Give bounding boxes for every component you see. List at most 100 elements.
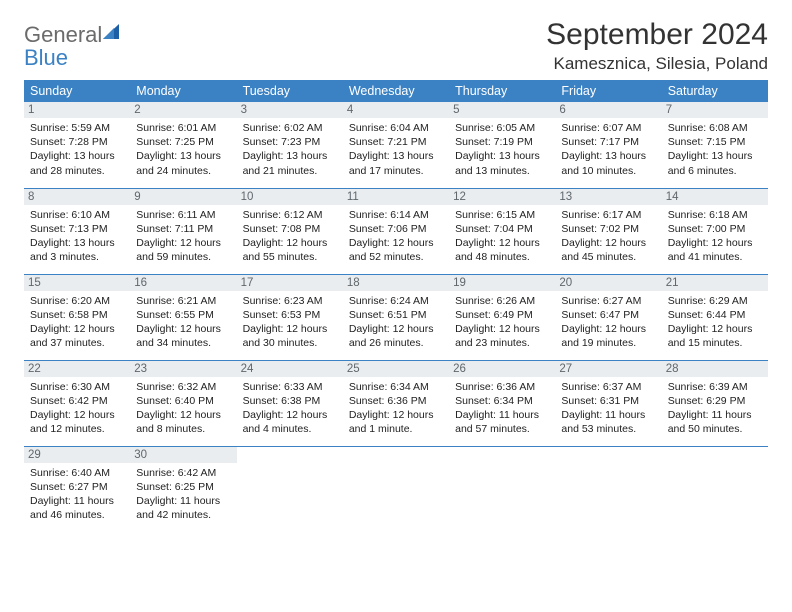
sunrise-line: Sunrise: 6:26 AM bbox=[455, 294, 549, 308]
daylight-line: Daylight: 13 hours and 17 minutes. bbox=[349, 149, 443, 177]
location: Kamesznica, Silesia, Poland bbox=[546, 54, 768, 74]
day-number: 20 bbox=[555, 275, 661, 291]
day-number: 21 bbox=[662, 275, 768, 291]
sunrise-line: Sunrise: 6:20 AM bbox=[30, 294, 124, 308]
sunrise-line: Sunrise: 6:24 AM bbox=[349, 294, 443, 308]
calendar-cell: 29Sunrise: 6:40 AMSunset: 6:27 PMDayligh… bbox=[24, 446, 130, 529]
sunrise-line: Sunrise: 6:07 AM bbox=[561, 121, 655, 135]
sunrise-line: Sunrise: 6:08 AM bbox=[668, 121, 762, 135]
daylight-line: Daylight: 13 hours and 10 minutes. bbox=[561, 149, 655, 177]
sunset-line: Sunset: 6:42 PM bbox=[30, 394, 124, 408]
day-number: 23 bbox=[130, 361, 236, 377]
daylight-line: Daylight: 11 hours and 46 minutes. bbox=[30, 494, 124, 522]
weekday-header: Monday bbox=[130, 80, 236, 102]
sunset-line: Sunset: 6:44 PM bbox=[668, 308, 762, 322]
daylight-line: Daylight: 11 hours and 50 minutes. bbox=[668, 408, 762, 436]
day-number: 28 bbox=[662, 361, 768, 377]
header: General Blue September 2024 Kamesznica, … bbox=[24, 18, 768, 74]
weekday-header: Saturday bbox=[662, 80, 768, 102]
sunrise-line: Sunrise: 6:01 AM bbox=[136, 121, 230, 135]
daylight-line: Daylight: 13 hours and 13 minutes. bbox=[455, 149, 549, 177]
day-number: 12 bbox=[449, 189, 555, 205]
daylight-line: Daylight: 12 hours and 41 minutes. bbox=[668, 236, 762, 264]
sunrise-line: Sunrise: 6:18 AM bbox=[668, 208, 762, 222]
sunrise-line: Sunrise: 6:23 AM bbox=[243, 294, 337, 308]
sunset-line: Sunset: 6:49 PM bbox=[455, 308, 549, 322]
calendar-cell: . bbox=[555, 446, 661, 529]
sunrise-line: Sunrise: 6:34 AM bbox=[349, 380, 443, 394]
sunset-line: Sunset: 7:19 PM bbox=[455, 135, 549, 149]
calendar-row: 29Sunrise: 6:40 AMSunset: 6:27 PMDayligh… bbox=[24, 446, 768, 529]
sunrise-line: Sunrise: 6:33 AM bbox=[243, 380, 337, 394]
sunrise-line: Sunrise: 6:27 AM bbox=[561, 294, 655, 308]
title-block: September 2024 Kamesznica, Silesia, Pola… bbox=[546, 18, 768, 74]
brand-word-1: General bbox=[24, 22, 102, 47]
calendar-row: 15Sunrise: 6:20 AMSunset: 6:58 PMDayligh… bbox=[24, 274, 768, 360]
day-number: 8 bbox=[24, 189, 130, 205]
daylight-line: Daylight: 12 hours and 45 minutes. bbox=[561, 236, 655, 264]
calendar-cell: 19Sunrise: 6:26 AMSunset: 6:49 PMDayligh… bbox=[449, 274, 555, 360]
calendar-cell: 8Sunrise: 6:10 AMSunset: 7:13 PMDaylight… bbox=[24, 188, 130, 274]
sunset-line: Sunset: 6:47 PM bbox=[561, 308, 655, 322]
calendar-row: 8Sunrise: 6:10 AMSunset: 7:13 PMDaylight… bbox=[24, 188, 768, 274]
daylight-line: Daylight: 12 hours and 48 minutes. bbox=[455, 236, 549, 264]
sunset-line: Sunset: 7:00 PM bbox=[668, 222, 762, 236]
sunset-line: Sunset: 7:13 PM bbox=[30, 222, 124, 236]
sunset-line: Sunset: 7:23 PM bbox=[243, 135, 337, 149]
day-number: 19 bbox=[449, 275, 555, 291]
day-number: 5 bbox=[449, 102, 555, 118]
brand-text: General Blue bbox=[24, 24, 123, 70]
sunset-line: Sunset: 7:21 PM bbox=[349, 135, 443, 149]
daylight-line: Daylight: 12 hours and 8 minutes. bbox=[136, 408, 230, 436]
sunrise-line: Sunrise: 6:02 AM bbox=[243, 121, 337, 135]
day-number: 11 bbox=[343, 189, 449, 205]
calendar-cell: 6Sunrise: 6:07 AMSunset: 7:17 PMDaylight… bbox=[555, 102, 661, 188]
sunset-line: Sunset: 7:28 PM bbox=[30, 135, 124, 149]
sunset-line: Sunset: 6:34 PM bbox=[455, 394, 549, 408]
sunrise-line: Sunrise: 6:04 AM bbox=[349, 121, 443, 135]
day-number: 2 bbox=[130, 102, 236, 118]
sunset-line: Sunset: 7:15 PM bbox=[668, 135, 762, 149]
sunrise-line: Sunrise: 6:40 AM bbox=[30, 466, 124, 480]
calendar-cell: 24Sunrise: 6:33 AMSunset: 6:38 PMDayligh… bbox=[237, 360, 343, 446]
sunrise-line: Sunrise: 6:30 AM bbox=[30, 380, 124, 394]
calendar-cell: 18Sunrise: 6:24 AMSunset: 6:51 PMDayligh… bbox=[343, 274, 449, 360]
sunset-line: Sunset: 7:08 PM bbox=[243, 222, 337, 236]
sunset-line: Sunset: 7:02 PM bbox=[561, 222, 655, 236]
sunset-line: Sunset: 6:36 PM bbox=[349, 394, 443, 408]
calendar-cell: . bbox=[343, 446, 449, 529]
day-number: 7 bbox=[662, 102, 768, 118]
calendar-header-row: SundayMondayTuesdayWednesdayThursdayFrid… bbox=[24, 80, 768, 102]
brand-word-2: Blue bbox=[24, 45, 68, 70]
sunset-line: Sunset: 6:29 PM bbox=[668, 394, 762, 408]
calendar-cell: 5 Sunrise: 6:05 AMSunset: 7:19 PMDaylight… bbox=[449, 102, 555, 188]
calendar-body: 1Sunrise: 5:59 AMSunset: 7:28 PMDaylight… bbox=[24, 102, 768, 529]
day-number: 3 bbox=[237, 102, 343, 118]
calendar-table: SundayMondayTuesdayWednesdayThursdayFrid… bbox=[24, 80, 768, 529]
calendar-cell: 7Sunrise: 6:08 AMSunset: 7:15 PMDaylight… bbox=[662, 102, 768, 188]
calendar-cell: 9Sunrise: 6:11 AMSunset: 7:11 PMDaylight… bbox=[130, 188, 236, 274]
sunrise-line: Sunrise: 6:42 AM bbox=[136, 466, 230, 480]
calendar-cell: 12Sunrise: 6:15 AMSunset: 7:04 PMDayligh… bbox=[449, 188, 555, 274]
sunset-line: Sunset: 6:27 PM bbox=[30, 480, 124, 494]
sunrise-line: Sunrise: 6:36 AM bbox=[455, 380, 549, 394]
sunrise-line: Sunrise: 6:21 AM bbox=[136, 294, 230, 308]
calendar-cell: . bbox=[662, 446, 768, 529]
sunrise-line: Sunrise: 6:15 AM bbox=[455, 208, 549, 222]
sunrise-line: Sunrise: 5:59 AM bbox=[30, 121, 124, 135]
calendar-cell: 20Sunrise: 6:27 AMSunset: 6:47 PMDayligh… bbox=[555, 274, 661, 360]
calendar-cell: 11Sunrise: 6:14 AMSunset: 7:06 PMDayligh… bbox=[343, 188, 449, 274]
daylight-line: Daylight: 13 hours and 21 minutes. bbox=[243, 149, 337, 177]
day-number: 14 bbox=[662, 189, 768, 205]
sunset-line: Sunset: 7:17 PM bbox=[561, 135, 655, 149]
sunrise-line: Sunrise: 6:05 AM bbox=[455, 121, 549, 135]
sunset-line: Sunset: 6:25 PM bbox=[136, 480, 230, 494]
day-number: 17 bbox=[237, 275, 343, 291]
weekday-header: Friday bbox=[555, 80, 661, 102]
sunset-line: Sunset: 7:11 PM bbox=[136, 222, 230, 236]
calendar-cell: . bbox=[237, 446, 343, 529]
weekday-header: Tuesday bbox=[237, 80, 343, 102]
sunset-line: Sunset: 7:25 PM bbox=[136, 135, 230, 149]
daylight-line: Daylight: 11 hours and 42 minutes. bbox=[136, 494, 230, 522]
calendar-cell: 28Sunrise: 6:39 AMSunset: 6:29 PMDayligh… bbox=[662, 360, 768, 446]
